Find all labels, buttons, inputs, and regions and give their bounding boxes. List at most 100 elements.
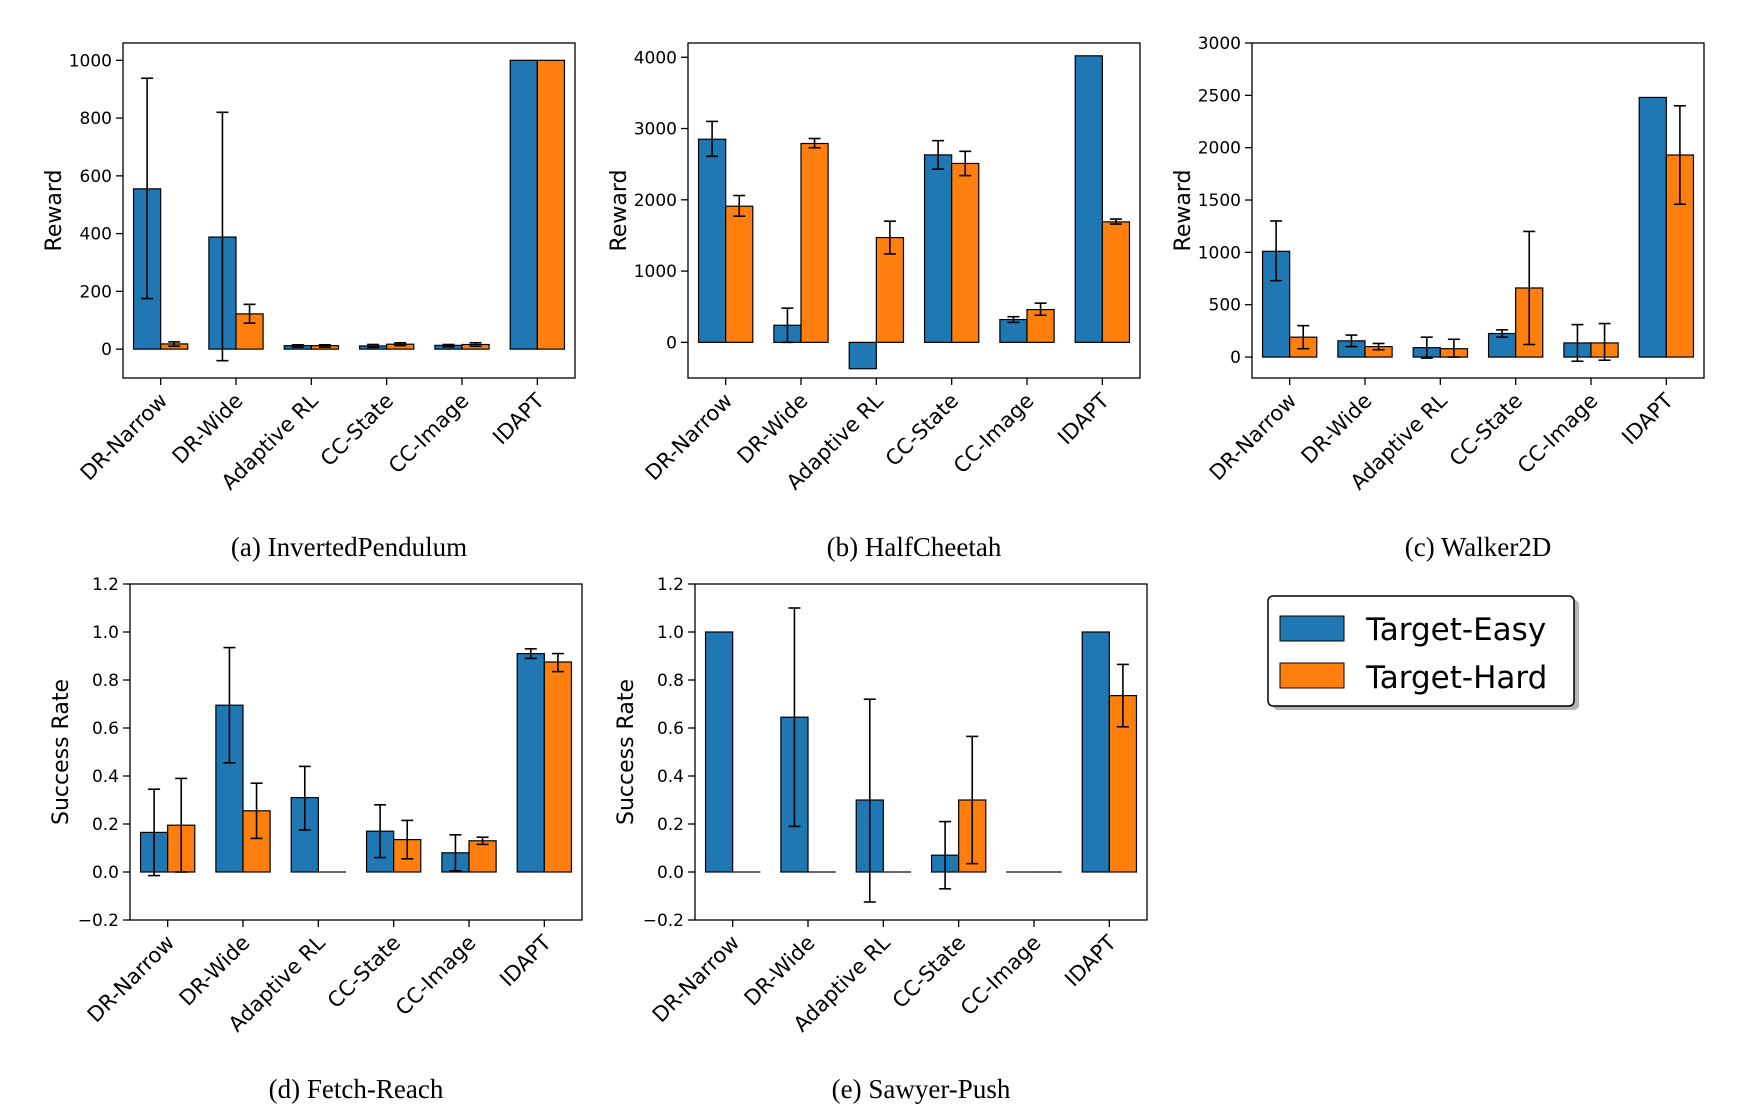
x-tick-label: DR-Wide bbox=[733, 389, 813, 469]
error-bar bbox=[788, 607, 801, 828]
legend: Target-Easy Target-Hard bbox=[1267, 595, 1579, 710]
x-tick-label: CC-Image bbox=[1513, 389, 1603, 479]
y-tick-label: 0.6 bbox=[92, 719, 119, 739]
x-tick-label: DR-Narrow bbox=[648, 931, 745, 1028]
y-tick-label: 1.0 bbox=[657, 623, 684, 643]
bar-dr-narrow-target-easy bbox=[704, 631, 734, 873]
error-bar bbox=[1034, 302, 1047, 317]
x-tick-label: DR-Wide bbox=[1297, 389, 1377, 469]
error-bar bbox=[223, 646, 236, 764]
x-tick-label: CC-Image bbox=[956, 931, 1046, 1021]
error-bar bbox=[939, 820, 952, 890]
error-bar bbox=[250, 782, 263, 840]
chart-panel: 01000200030004000RewardDR-NarrowDR-WideA… bbox=[607, 42, 1141, 562]
error-bar bbox=[1297, 324, 1310, 350]
y-tick-label: 1.2 bbox=[92, 575, 119, 595]
y-axis-label: Success Rate bbox=[614, 679, 639, 825]
error-bar bbox=[469, 341, 482, 348]
error-bar bbox=[966, 735, 979, 865]
error-bar bbox=[1673, 105, 1686, 206]
bar-idapt-target-hard bbox=[1101, 221, 1131, 343]
y-tick-label: 200 bbox=[80, 282, 112, 302]
legend-swatch-hard bbox=[1279, 662, 1345, 689]
y-tick-label: 0.8 bbox=[657, 671, 684, 691]
error-bar bbox=[216, 111, 229, 362]
error-bar bbox=[298, 765, 311, 831]
error-bar bbox=[175, 777, 188, 873]
error-bar bbox=[1270, 220, 1283, 282]
error-bar bbox=[1523, 230, 1536, 346]
error-bar bbox=[401, 819, 414, 860]
y-tick-label: 1.2 bbox=[657, 575, 684, 595]
y-tick-label: 2000 bbox=[634, 191, 677, 211]
bar-idapt-target-hard bbox=[1108, 694, 1138, 873]
plot-frame bbox=[687, 42, 1141, 379]
y-tick-label: 0.6 bbox=[657, 719, 684, 739]
x-tick-label: CC-Image bbox=[949, 389, 1039, 479]
error-bar bbox=[374, 803, 387, 859]
error-bar bbox=[1345, 334, 1358, 348]
error-bar bbox=[524, 647, 537, 660]
error-bar bbox=[959, 150, 972, 177]
y-tick-label: 0.2 bbox=[657, 815, 684, 835]
error-bar bbox=[442, 343, 455, 348]
y-tick-label: 800 bbox=[80, 109, 112, 129]
y-tick-label: 400 bbox=[80, 225, 112, 245]
bar-idapt-target-easy bbox=[1074, 55, 1103, 343]
x-tick-label: IDAPT bbox=[495, 930, 556, 991]
legend-label-easy: Target-Easy bbox=[1365, 612, 1546, 648]
bar-cc-state-target-easy bbox=[923, 154, 953, 343]
error-bar bbox=[932, 139, 945, 170]
chart-panel: 0 500 1000 1500 2000 2500 3000 Reward DR-NarrowD… bbox=[1171, 34, 1705, 562]
error-bar bbox=[808, 137, 821, 149]
error-bar bbox=[733, 194, 746, 218]
y-tick-label: 3000 bbox=[1198, 34, 1241, 54]
y-tick-label: 1.0 bbox=[92, 623, 119, 643]
plot-frame bbox=[1251, 42, 1705, 379]
y-tick-label: 4000 bbox=[634, 48, 677, 68]
bar-idapt-target-hard bbox=[543, 661, 573, 873]
error-bar bbox=[883, 220, 896, 255]
error-bar bbox=[168, 341, 181, 348]
x-tick-label: DR-Wide bbox=[168, 389, 248, 469]
y-tick-label: 1000 bbox=[634, 262, 677, 282]
y-tick-label: 1000 bbox=[69, 51, 112, 71]
error-bar bbox=[863, 698, 876, 903]
bar-idapt-target-easy bbox=[516, 652, 545, 873]
error-bar bbox=[449, 833, 462, 872]
x-tick-label: DR-Narrow bbox=[641, 389, 738, 486]
subfigure-caption: (c) Walker2D bbox=[1405, 532, 1552, 562]
error-bar bbox=[551, 652, 564, 673]
y-tick-label: 2000 bbox=[1198, 139, 1241, 159]
y-tick-label: 1000 bbox=[1198, 243, 1241, 263]
y-axis-label: Success Rate bbox=[49, 679, 74, 825]
plot-frame bbox=[694, 583, 1148, 921]
y-tick-label: 500 bbox=[1209, 296, 1241, 316]
y-tick-label: 0 bbox=[101, 340, 112, 360]
x-tick-label: DR-Narrow bbox=[76, 389, 173, 486]
plot-frame bbox=[129, 583, 583, 921]
error-bar bbox=[706, 120, 719, 158]
error-bar bbox=[1447, 338, 1460, 358]
y-tick-label: 0.4 bbox=[92, 767, 119, 787]
error-bar bbox=[1571, 323, 1584, 363]
error-bar bbox=[1109, 218, 1122, 225]
y-tick-label: 0.0 bbox=[657, 863, 684, 883]
bar-cc-state-target-hard bbox=[951, 162, 980, 343]
error-bar bbox=[291, 343, 304, 348]
y-tick-label: 1500 bbox=[1198, 191, 1241, 211]
y-tick-label: 0.2 bbox=[92, 815, 119, 835]
x-tick-label: DR-Narrow bbox=[83, 931, 180, 1028]
chart-panel: −0.2 0.0 0.2 0.4 0.6 0.8 1.0 1.2 Success Rate DR-… bbox=[49, 575, 583, 1104]
error-bar bbox=[1420, 336, 1433, 359]
error-bar bbox=[781, 307, 794, 344]
y-tick-label: −0.2 bbox=[643, 911, 684, 931]
error-bar bbox=[1598, 322, 1611, 362]
error-bar bbox=[243, 303, 256, 324]
subfigure-caption: (a) InvertedPendulum bbox=[231, 532, 467, 562]
error-bar bbox=[1116, 663, 1129, 728]
x-tick-label: CC-Image bbox=[384, 389, 474, 479]
y-axis-label: Reward bbox=[42, 170, 67, 252]
chart-panel: −0.2 0.0 0.2 0.4 0.6 0.8 1.0 1.2 Success Rate DR-… bbox=[614, 575, 1148, 1104]
